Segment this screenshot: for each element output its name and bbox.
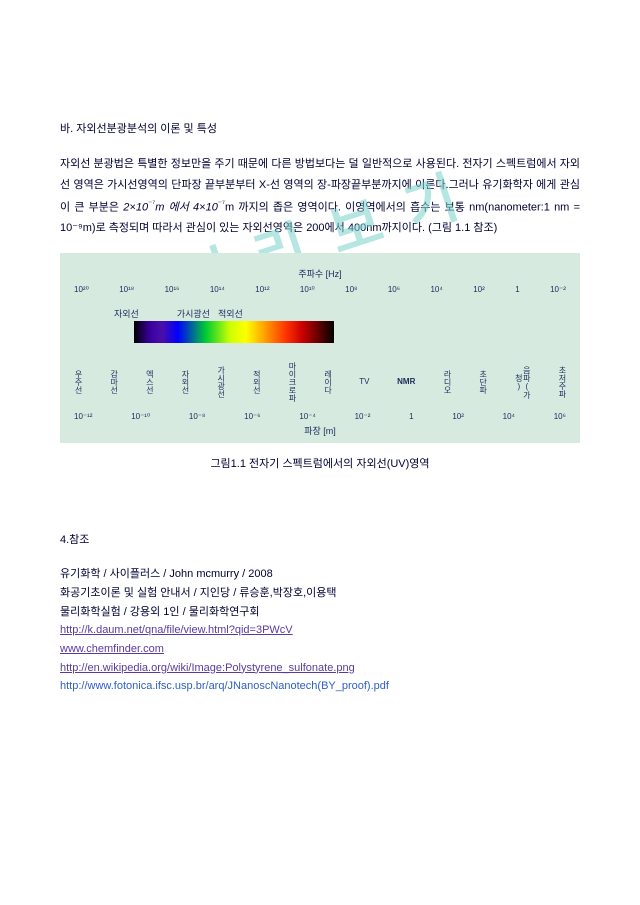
ref-link[interactable]: http://en.wikipedia.org/wiki/Image:Polys… bbox=[60, 662, 355, 674]
bot-tick: 10⁶ bbox=[554, 412, 566, 421]
spectrum-panel: 주파수 [Hz] 10²⁰ 10¹⁸ 10¹⁶ 10¹⁴ 10¹² 10¹⁰ 1… bbox=[60, 253, 580, 443]
band-item: 초단파 bbox=[479, 359, 487, 405]
references-heading: 4.참조 bbox=[60, 531, 580, 547]
top-tick: 10¹⁶ bbox=[165, 285, 180, 294]
frequency-axis-label: 주파수 [Hz] bbox=[298, 267, 341, 280]
ref-line: 물리화학실험 / 강용외 1인 / 물리화학연구회 bbox=[60, 603, 580, 622]
math-1: 2×10 bbox=[123, 201, 148, 213]
bot-tick: 10⁻² bbox=[355, 412, 371, 421]
top-tick: 10²⁰ bbox=[74, 285, 89, 294]
top-tick: 10⁻² bbox=[550, 285, 566, 294]
band-item: 가시광선 bbox=[217, 359, 225, 405]
visible-spectrum-band bbox=[134, 321, 334, 343]
body-paragraph: 자외선 분광법은 특별한 정보만을 주기 때문에 다른 방법보다는 덜 일반적으… bbox=[60, 154, 580, 239]
top-tick: 10⁶ bbox=[388, 285, 400, 294]
band-row: 우주선 감마선 엑스선 자외선 가시광선 적외선 마이크로파 레이다 TV NM… bbox=[74, 359, 566, 405]
band-item: 음파(가청) bbox=[514, 359, 530, 405]
bot-tick: 10² bbox=[452, 412, 464, 421]
math-2: m 에서 4×10 bbox=[155, 201, 218, 213]
wavelength-axis-label: 파장 [m] bbox=[304, 424, 336, 437]
figure-container: 주파수 [Hz] 10²⁰ 10¹⁸ 10¹⁶ 10¹⁴ 10¹² 10¹⁰ 1… bbox=[60, 253, 580, 443]
ref-link[interactable]: http://www.fotonica.ifsc.usp.br/arq/JNan… bbox=[60, 680, 389, 692]
bot-tick: 10⁴ bbox=[503, 412, 515, 421]
band-item: 적외선 bbox=[252, 359, 260, 405]
ref-line: 화공기초이론 및 실험 안내서 / 지인당 / 류승훈,박장호,이용택 bbox=[60, 584, 580, 603]
band-item: 마이크로파 bbox=[288, 359, 296, 405]
bot-tick: 10⁻⁸ bbox=[189, 412, 206, 421]
top-tick: 10¹⁴ bbox=[210, 285, 225, 294]
top-scale: 10²⁰ 10¹⁸ 10¹⁶ 10¹⁴ 10¹² 10¹⁰ 10⁸ 10⁶ 10… bbox=[74, 285, 566, 294]
bot-tick: 10⁻⁶ bbox=[244, 412, 260, 421]
band-item: 엑스선 bbox=[145, 359, 153, 405]
band-item: 우주선 bbox=[74, 359, 82, 405]
top-tick: 10² bbox=[473, 285, 485, 294]
figure-caption: 그림1.1 전자기 스펙트럼에서의 자외선(UV)영역 bbox=[60, 455, 580, 471]
ir-label: 적외선 bbox=[218, 307, 243, 320]
bot-tick: 10⁻⁴ bbox=[299, 412, 316, 421]
sup-2: ⁻⁷ bbox=[218, 199, 225, 208]
ref-line: 유기화학 / 사이플러스 / John mcmurry / 2008 bbox=[60, 565, 580, 584]
band-item: 감마선 bbox=[110, 359, 118, 405]
bottom-scale: 10⁻¹² 10⁻¹⁰ 10⁻⁸ 10⁻⁶ 10⁻⁴ 10⁻² 1 10² 10… bbox=[74, 412, 566, 421]
bot-tick: 10⁻¹² bbox=[74, 412, 92, 421]
top-tick: 10¹⁸ bbox=[119, 285, 134, 294]
top-tick: 10⁸ bbox=[345, 285, 357, 294]
ref-link[interactable]: www.chemfinder.com bbox=[60, 643, 164, 655]
section-title: 바. 자외선분광분석의 이론 및 특성 bbox=[60, 120, 580, 136]
band-item: 레이다 bbox=[324, 359, 332, 405]
visible-label: 가시광선 bbox=[177, 307, 210, 320]
top-tick: 10⁴ bbox=[430, 285, 442, 294]
top-tick: 1 bbox=[515, 285, 519, 294]
ref-link[interactable]: http://k.daum.net/qna/file/view.html?qid… bbox=[60, 624, 293, 636]
top-tick: 10¹⁰ bbox=[300, 285, 315, 294]
band-item: TV bbox=[359, 359, 369, 405]
band-item: 초저주파 bbox=[558, 359, 566, 405]
bot-tick: 1 bbox=[409, 412, 413, 421]
band-item-nmr: NMR bbox=[397, 359, 415, 405]
uv-label: 자외선 bbox=[114, 307, 139, 320]
band-item: 라디오 bbox=[443, 359, 451, 405]
spectrum-mid-labels: 자외선 가시광선 적외선 bbox=[74, 307, 566, 320]
bot-tick: 10⁻¹⁰ bbox=[131, 412, 150, 421]
top-tick: 10¹² bbox=[255, 285, 269, 294]
band-item: 자외선 bbox=[181, 359, 189, 405]
